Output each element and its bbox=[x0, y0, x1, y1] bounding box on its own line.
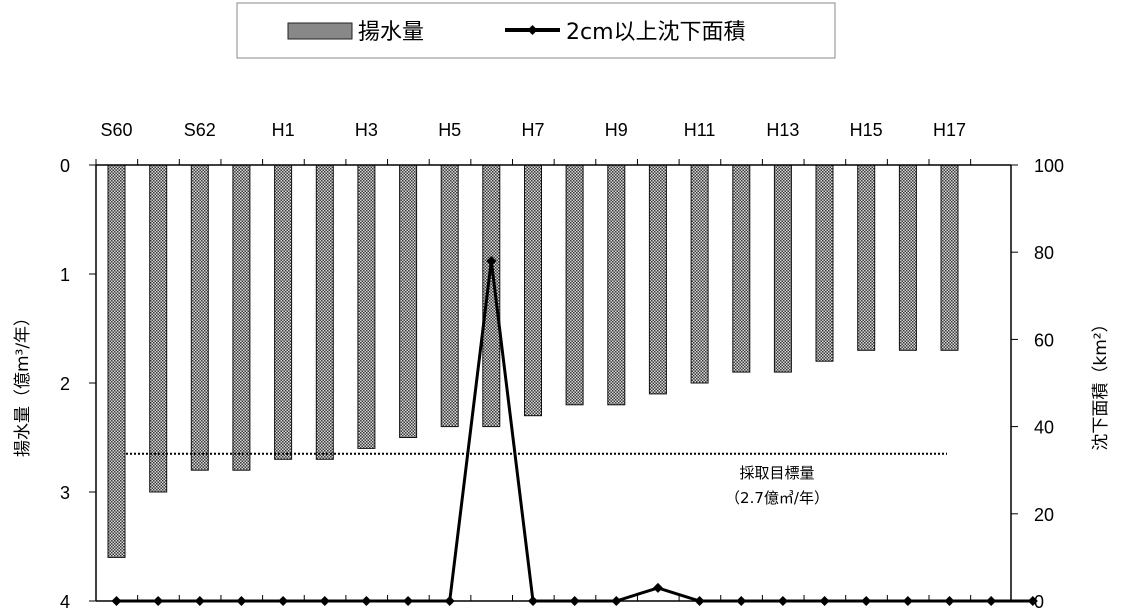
legend: 揚水量 2cm以上沈下面積 bbox=[236, 2, 836, 59]
bar-H12 bbox=[732, 164, 751, 373]
bar-H6 bbox=[482, 164, 501, 428]
legend-bar-label: 揚水量 bbox=[358, 20, 424, 45]
bar-S61 bbox=[149, 164, 168, 493]
reference-label-line1: 採取目標量 bbox=[739, 464, 814, 482]
right-tick-label: 40 bbox=[1034, 418, 1054, 438]
legend-line-label: 2cm以上沈下面積 bbox=[566, 20, 746, 45]
left-tick-label: 4 bbox=[60, 592, 70, 612]
bar-H1 bbox=[274, 164, 293, 460]
bar-H14 bbox=[815, 164, 834, 362]
bar-H10 bbox=[648, 164, 667, 395]
bar-S63 bbox=[232, 164, 251, 471]
x-tick-label: S60 bbox=[100, 120, 132, 140]
line-point-H6 bbox=[486, 255, 497, 266]
x-tick-label: H3 bbox=[355, 120, 378, 140]
x-tick-label: H1 bbox=[272, 120, 295, 140]
bar-H15 bbox=[857, 164, 876, 351]
x-tick-label: H17 bbox=[933, 120, 966, 140]
bar-H4 bbox=[399, 164, 418, 438]
line-point-H19 bbox=[1027, 596, 1038, 606]
bar-S62 bbox=[190, 164, 209, 471]
right-tick-label: 60 bbox=[1034, 330, 1054, 350]
right-tick-label: 0 bbox=[1034, 592, 1044, 612]
right-tick-label: 20 bbox=[1034, 505, 1054, 525]
x-tick-label: H7 bbox=[521, 120, 544, 140]
left-tick-label: 0 bbox=[60, 156, 70, 176]
bar-H2 bbox=[315, 164, 334, 460]
x-tick-label: H11 bbox=[684, 120, 716, 140]
reference-label-line2: （2.7億㎥/年） bbox=[725, 489, 829, 507]
x-tick-label: S62 bbox=[184, 120, 216, 140]
left-tick-label: 3 bbox=[60, 483, 70, 503]
right-tick-label: 100 bbox=[1034, 156, 1064, 176]
x-tick-label: H15 bbox=[850, 120, 883, 140]
left-axis-title: 揚水量（億m³/年） bbox=[13, 309, 33, 457]
x-tick-label: H13 bbox=[766, 120, 799, 140]
bar-H5 bbox=[440, 164, 459, 428]
bar-H3 bbox=[357, 164, 376, 449]
bar-H17 bbox=[940, 164, 959, 351]
bar-H9 bbox=[607, 164, 626, 406]
line-point-H10 bbox=[652, 582, 663, 593]
left-tick-label: 2 bbox=[60, 374, 70, 394]
x-tick-label: H5 bbox=[438, 120, 461, 140]
bars-layer bbox=[107, 164, 959, 558]
legend-bar-swatch bbox=[287, 22, 353, 40]
left-tick-label: 1 bbox=[60, 265, 70, 285]
bar-H13 bbox=[773, 164, 792, 373]
legend-line-marker bbox=[527, 25, 538, 35]
right-axis-title: 沈下面積（km²） bbox=[1091, 315, 1111, 450]
bar-H16 bbox=[898, 164, 917, 351]
x-tick-label: H9 bbox=[605, 120, 628, 140]
right-tick-label: 80 bbox=[1034, 243, 1054, 263]
bar-H8 bbox=[565, 164, 584, 406]
bar-S60 bbox=[107, 164, 126, 558]
bar-H11 bbox=[690, 164, 709, 384]
axes-layer bbox=[89, 159, 1018, 602]
bar-H7 bbox=[524, 164, 542, 417]
annotation-layer: 採取目標量 （2.7億㎥/年） bbox=[725, 464, 829, 507]
